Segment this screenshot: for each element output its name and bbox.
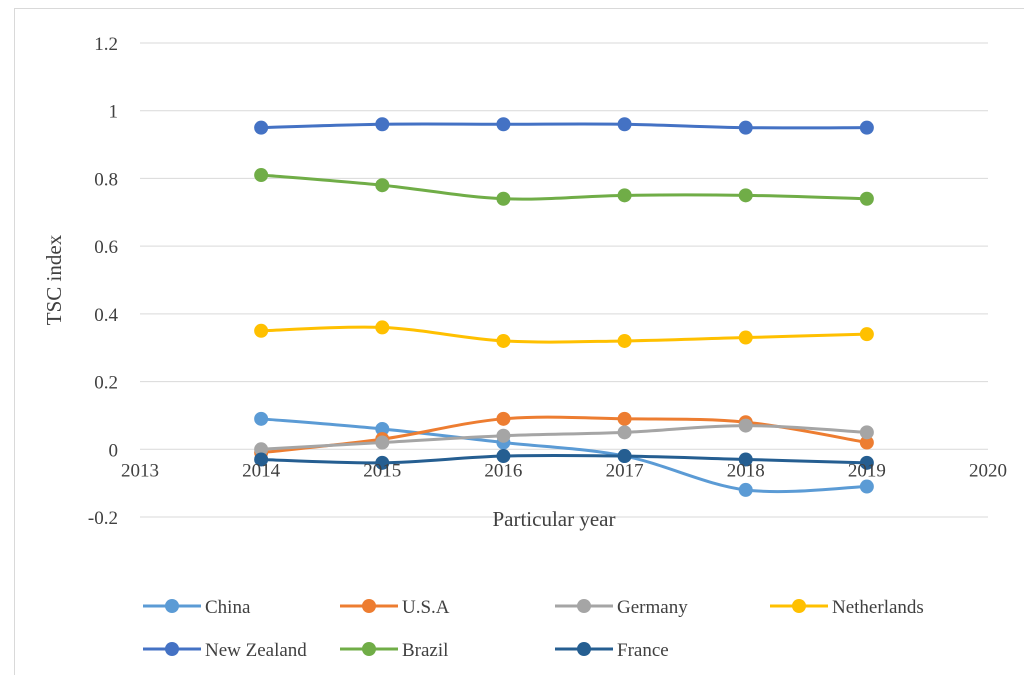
legend-swatch-marker [577,642,591,656]
legend-label: Brazil [402,640,448,661]
series-line-new-zealand [261,122,867,130]
data-point-brazil [375,178,390,193]
y-tick-label: 0.4 [94,305,118,326]
data-point-new-zealand [496,117,511,132]
data-point-new-zealand [859,120,874,135]
series-u-s-a [254,411,874,460]
data-point-brazil [496,191,511,206]
x-tick-label: 2017 [606,460,644,481]
series-line-france [261,453,867,465]
series-line-brazil [261,173,867,201]
x-tick-label: 2013 [121,460,159,481]
legend-label: New Zealand [205,640,307,661]
y-axis-title: TSC index [42,234,66,325]
series-brazil [254,168,874,206]
data-point-france [859,455,874,470]
data-point-netherlands [496,333,511,348]
data-point-new-zealand [254,120,269,135]
series-france [254,449,874,470]
x-tick-label: 2020 [969,460,1007,481]
y-tick-labels: 1.2 1 0.8 0.6 0.4 0.2 0 -0.2 [88,34,119,529]
legend-label: Germany [617,597,688,618]
data-point-new-zealand [738,120,753,135]
data-point-netherlands [617,333,632,348]
y-tick-label: 1.2 [94,34,118,55]
series-new-zealand [254,117,874,135]
legend-swatch-marker [577,599,591,613]
data-point-france [496,449,511,464]
data-point-china [254,411,269,426]
x-tick-label: 2019 [848,460,886,481]
x-tick-label: 2014 [242,460,281,481]
chart-frame: 1.2 1 0.8 0.6 0.4 0.2 0 -0.2 2013 2014 2015 2016 20… [14,8,1024,675]
data-point-new-zealand [617,117,632,132]
data-point-brazil [738,188,753,203]
legend-item-u-s-a: U.S.A [340,597,450,618]
x-tick-label: 2018 [727,460,765,481]
data-point-china [738,482,753,497]
legend-item-new-zealand: New Zealand [143,640,307,661]
data-point-new-zealand [375,117,390,132]
data-point-germany [496,428,511,443]
data-point-china [859,479,874,494]
legend-swatch-marker [165,599,179,613]
data-point-germany [617,425,632,440]
data-point-germany [375,435,390,450]
y-tick-label: 0.6 [94,237,118,258]
x-tick-labels: 2013 2014 2015 2016 2017 2018 2019 2020 [121,460,1007,481]
legend: China U.S.A Germany Netherlands New Zealand B… [143,597,924,661]
series-line-germany [261,424,867,451]
data-point-germany [738,418,753,433]
series-line-china [261,417,867,494]
data-point-china [375,421,390,436]
legend-item-china: China [143,597,251,618]
y-tick-label: 0 [109,440,119,461]
legend-label: France [617,640,669,661]
data-point-france [617,449,632,464]
data-point-brazil [617,188,632,203]
y-tick-label: 1 [109,102,119,123]
data-point-france [738,452,753,467]
legend-label: China [205,597,251,618]
x-tick-label: 2015 [363,460,401,481]
chart-canvas: 1.210.80.60.40.20-0.2 2013 2014 2015 2016 20… [42,34,1007,661]
data-point-france [254,452,269,467]
data-point-u-s-a [496,411,511,426]
x-tick-label: 2016 [484,460,522,481]
legend-item-netherlands: Netherlands [770,597,924,618]
data-point-brazil [254,168,269,183]
y-tick-label: 0.8 [94,169,118,190]
data-point-u-s-a [859,435,874,450]
y-tick-label: 0.2 [94,373,118,394]
legend-swatch-marker [165,642,179,656]
series-layer [254,117,874,497]
legend-swatch-marker [792,599,806,613]
series-line-u-s-a [260,415,868,455]
data-point-netherlands [375,320,390,335]
legend-label: Netherlands [832,597,924,618]
data-point-u-s-a [617,411,632,426]
data-point-france [375,455,390,470]
data-point-germany [859,425,874,440]
legend-swatch-marker [362,642,376,656]
legend-swatch-marker [362,599,376,613]
legend-item-germany: Germany [555,597,688,618]
data-point-netherlands [254,323,269,338]
series-germany [254,418,874,457]
series-line-netherlands [261,325,867,344]
x-axis-title: Particular year [492,507,615,531]
legend-item-brazil: Brazil [340,640,448,661]
series-netherlands [254,320,874,348]
data-point-netherlands [738,330,753,345]
legend-label: U.S.A [402,597,450,618]
data-point-brazil [859,191,874,206]
data-point-germany [254,442,269,457]
legend-item-france: France [555,640,669,661]
data-point-netherlands [859,327,874,342]
y-tick-label: -0.2 [88,508,118,529]
